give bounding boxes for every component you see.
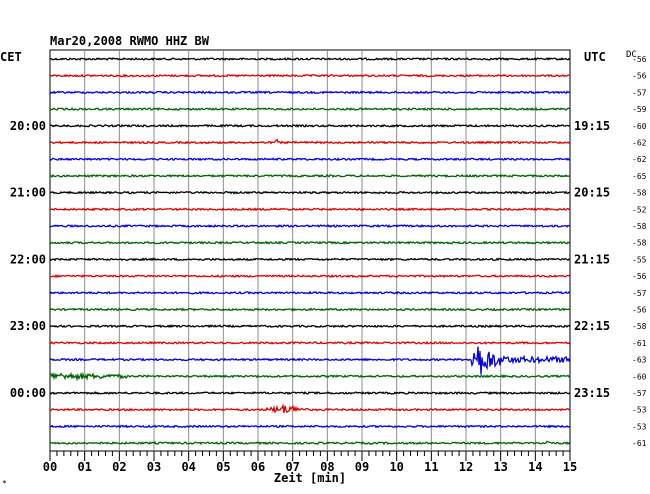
right-hour-label: 22:15 — [574, 319, 610, 333]
seismic-traces — [49, 57, 571, 446]
plot-frame — [49, 49, 571, 452]
trace-16 — [49, 324, 571, 329]
trace-0 — [49, 57, 571, 61]
trace-2 — [49, 90, 571, 95]
x-tick-label: 04 — [181, 460, 195, 474]
dc-value-label: -59 — [632, 105, 647, 114]
dc-value-label: -53 — [632, 422, 647, 431]
trace-18 — [49, 346, 571, 375]
right-hour-labels: 19:15 20:15 21:15 22:15 23:15 — [574, 119, 610, 400]
dc-value-label: -61 — [632, 439, 647, 448]
plot-grid — [49, 49, 571, 452]
dc-value-label: -58 — [632, 222, 647, 231]
trace-21 — [49, 403, 571, 414]
trace-15 — [49, 307, 571, 312]
footer-mark: * — [2, 479, 7, 488]
x-tick-label: 05 — [216, 460, 230, 474]
trace-9 — [49, 207, 571, 212]
trace-8 — [49, 190, 571, 195]
x-tick-label: 10 — [389, 460, 403, 474]
dc-value-label: -56 — [632, 272, 647, 281]
dc-value-label: -57 — [632, 88, 647, 97]
x-tick-label: 02 — [112, 460, 126, 474]
dc-value-label: -62 — [632, 155, 647, 164]
x-tick-label: 00 — [43, 460, 57, 474]
dc-value-label: -56 — [632, 306, 647, 315]
dc-value-label: -55 — [632, 255, 647, 264]
x-tick-label: 13 — [493, 460, 507, 474]
dc-value-label: -60 — [632, 372, 647, 381]
dc-value-label: -58 — [632, 189, 647, 198]
left-hour-labels: 20:00 21:00 22:00 23:00 00:00 — [10, 119, 46, 400]
dc-value-label: -56 — [632, 72, 647, 81]
dc-value-label: -52 — [632, 205, 647, 214]
left-timezone-label: CET — [0, 50, 22, 64]
trace-4 — [49, 123, 571, 128]
trace-17 — [49, 340, 571, 345]
trace-1 — [49, 73, 571, 78]
trace-11 — [49, 240, 571, 245]
dc-value-label: -53 — [632, 406, 647, 415]
dc-value-label: -56 — [632, 55, 647, 64]
x-tick-label: 01 — [77, 460, 91, 474]
trace-12 — [49, 257, 571, 262]
left-hour-label: 00:00 — [10, 386, 46, 400]
left-hour-label: 23:00 — [10, 319, 46, 333]
trace-3 — [49, 107, 571, 112]
trace-6 — [49, 157, 571, 162]
dc-value-label: -65 — [632, 172, 647, 181]
dc-value-labels: -56 -56 -57 -59 -60 -62 -62 -65 -58 -52 -58 -58 -55 -… — [632, 55, 647, 448]
x-axis: 00 01 02 03 04 05 06 07 08 09 10 11 12 13 14 15 — [43, 451, 577, 474]
dc-value-label: -61 — [632, 339, 647, 348]
trace-10 — [50, 224, 571, 229]
x-tick-label: 08 — [320, 460, 334, 474]
trace-14 — [49, 290, 571, 295]
x-tick-label: 14 — [528, 460, 542, 474]
dc-header-label: DC — [626, 50, 637, 60]
x-tick-label: 03 — [147, 460, 161, 474]
trace-19 — [49, 371, 571, 382]
dc-value-label: -58 — [632, 322, 647, 331]
dc-value-label: -57 — [632, 389, 647, 398]
dc-value-label: -58 — [632, 239, 647, 248]
x-axis-label: Zeit [min] — [274, 471, 346, 485]
dc-value-label: -63 — [632, 356, 647, 365]
right-hour-label: 21:15 — [574, 252, 610, 266]
x-tick-label: 06 — [251, 460, 265, 474]
left-hour-label: 20:00 — [10, 119, 46, 133]
x-tick-label: 15 — [563, 460, 577, 474]
left-hour-label: 21:00 — [10, 186, 46, 200]
dc-value-label: -62 — [632, 139, 647, 148]
right-hour-label: 19:15 — [574, 119, 610, 133]
dc-value-label: -60 — [632, 122, 647, 131]
trace-5 — [49, 138, 571, 145]
dc-value-label: -57 — [632, 289, 647, 298]
chart-title: Mar20,2008 RWMO HHZ BW — [50, 34, 210, 48]
trace-13 — [49, 273, 571, 279]
x-tick-label: 12 — [459, 460, 473, 474]
right-hour-label: 23:15 — [574, 386, 610, 400]
left-hour-label: 22:00 — [10, 252, 46, 266]
trace-22 — [49, 424, 571, 429]
trace-23 — [49, 440, 571, 446]
right-timezone-label: UTC — [584, 50, 606, 64]
right-hour-label: 20:15 — [574, 186, 610, 200]
trace-20 — [49, 390, 571, 395]
trace-7 — [49, 173, 571, 178]
x-tick-label: 09 — [355, 460, 369, 474]
x-tick-label: 11 — [424, 460, 438, 474]
x-tick-label: 07 — [285, 460, 299, 474]
